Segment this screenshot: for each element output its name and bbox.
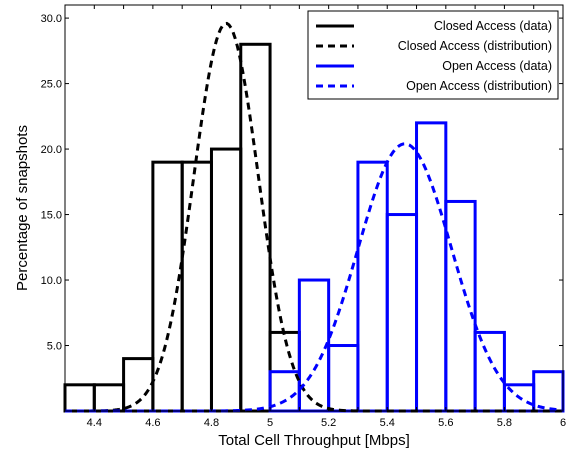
open-access-distribution-curve	[65, 142, 564, 413]
legend-label: Closed Access (data)	[434, 19, 552, 33]
closed-access-distribution-curve	[65, 21, 563, 413]
x-tick-label: 5.2	[321, 417, 336, 429]
x-tick-label: 4.6	[145, 417, 160, 429]
distribution-curves	[65, 21, 564, 413]
legend-label: Open Access (distribution)	[406, 79, 552, 93]
plot-frame	[64, 4, 564, 412]
x-axis-ticks: 4.4 4.6 4.8 5 5.2 5.4 5.6 5.8 6	[87, 5, 566, 429]
x-tick-label: 5.4	[380, 417, 395, 429]
y-tick-label: 10.0	[41, 275, 62, 287]
x-tick-label: 5.6	[438, 417, 453, 429]
y-tick-label: 20.0	[41, 144, 62, 156]
x-tick-label: 6	[560, 417, 566, 429]
x-tick-label: 5	[267, 417, 273, 429]
legend-label: Open Access (data)	[442, 59, 552, 73]
x-tick-label: 4.8	[204, 417, 219, 429]
y-tick-label: 15.0	[41, 210, 62, 222]
x-tick-label: 5.8	[497, 417, 512, 429]
x-axis-label: Total Cell Throughput [Mbps]	[218, 432, 410, 449]
y-axis-label: Percentage of snapshots	[14, 125, 31, 291]
y-tick-label: 5.0	[47, 341, 62, 353]
y-tick-label: 25.0	[41, 79, 62, 91]
legend: Closed Access (data) Closed Access (distr…	[307, 10, 559, 100]
y-axis-ticks: 5.0 10.0 15.0 20.0 25.0 30.0	[41, 13, 563, 353]
legend-label: Closed Access (distribution)	[398, 39, 552, 53]
x-tick-label: 4.4	[87, 417, 102, 429]
y-tick-label: 30.0	[41, 13, 62, 25]
